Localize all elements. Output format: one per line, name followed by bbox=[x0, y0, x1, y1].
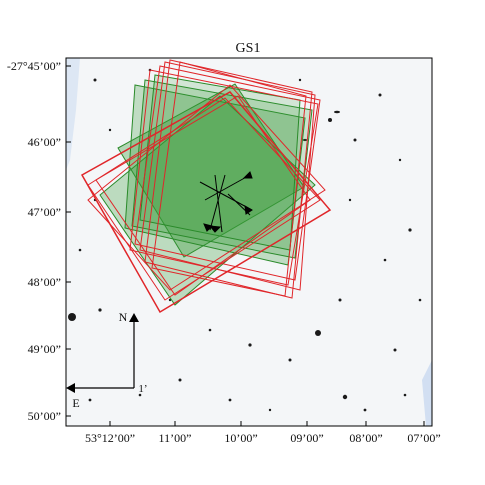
red-footprint-5 bbox=[151, 61, 307, 297]
y-tick-label: 48’00” bbox=[28, 275, 61, 289]
y-tick-label: 47’00” bbox=[28, 205, 61, 219]
edge-artifact-right bbox=[422, 360, 432, 426]
y-tick-label: 50’00” bbox=[28, 409, 61, 423]
x-tick-label: 10’00” bbox=[224, 431, 257, 445]
sky-image-panel bbox=[65, 57, 433, 427]
red-footprint-8 bbox=[87, 84, 326, 291]
east-arrow-head bbox=[66, 383, 75, 393]
figure-title: GS1 bbox=[236, 41, 261, 56]
green-footprint-4 bbox=[131, 79, 313, 259]
compass-indicator: N E 1’ bbox=[66, 310, 148, 410]
red-footprint-4 bbox=[129, 69, 319, 286]
plot-frame bbox=[65, 57, 433, 427]
red-footprints bbox=[80, 59, 332, 314]
y-axis-ticks bbox=[66, 65, 71, 417]
red-footprint-2 bbox=[139, 61, 316, 291]
red-footprint-3 bbox=[144, 59, 313, 299]
red-footprint-1 bbox=[134, 65, 321, 281]
x-tick-label: 53°12’00” bbox=[85, 431, 135, 445]
y-tick-label: 49’00” bbox=[28, 342, 61, 356]
x-tick-label: 09’00” bbox=[290, 431, 323, 445]
x-tick-label: 08’00” bbox=[349, 431, 382, 445]
y-tick-label: 46’00” bbox=[28, 135, 61, 149]
north-arrow-head bbox=[129, 313, 139, 322]
red-footprint-7 bbox=[87, 97, 321, 301]
scale-label: 1’ bbox=[138, 383, 147, 395]
y-tick-label: -27°45’00” bbox=[7, 59, 61, 73]
y-axis-labels: -27°45’00” 46’00” 47’00” 48’00” 49’00” 5… bbox=[7, 59, 61, 423]
x-axis-labels: 53°12’00” 11’00” 10’00” 09’00” 08’00” 07… bbox=[85, 431, 441, 445]
north-label: N bbox=[119, 310, 128, 324]
red-footprint-9 bbox=[95, 95, 311, 296]
x-tick-label: 11’00” bbox=[159, 431, 192, 445]
x-tick-label: 07’00” bbox=[407, 431, 440, 445]
red-footprint-6 bbox=[80, 91, 332, 314]
east-label: E bbox=[72, 396, 79, 410]
background-sources bbox=[68, 68, 422, 412]
x-axis-ticks bbox=[109, 421, 425, 426]
orientation-marker bbox=[199, 171, 253, 233]
